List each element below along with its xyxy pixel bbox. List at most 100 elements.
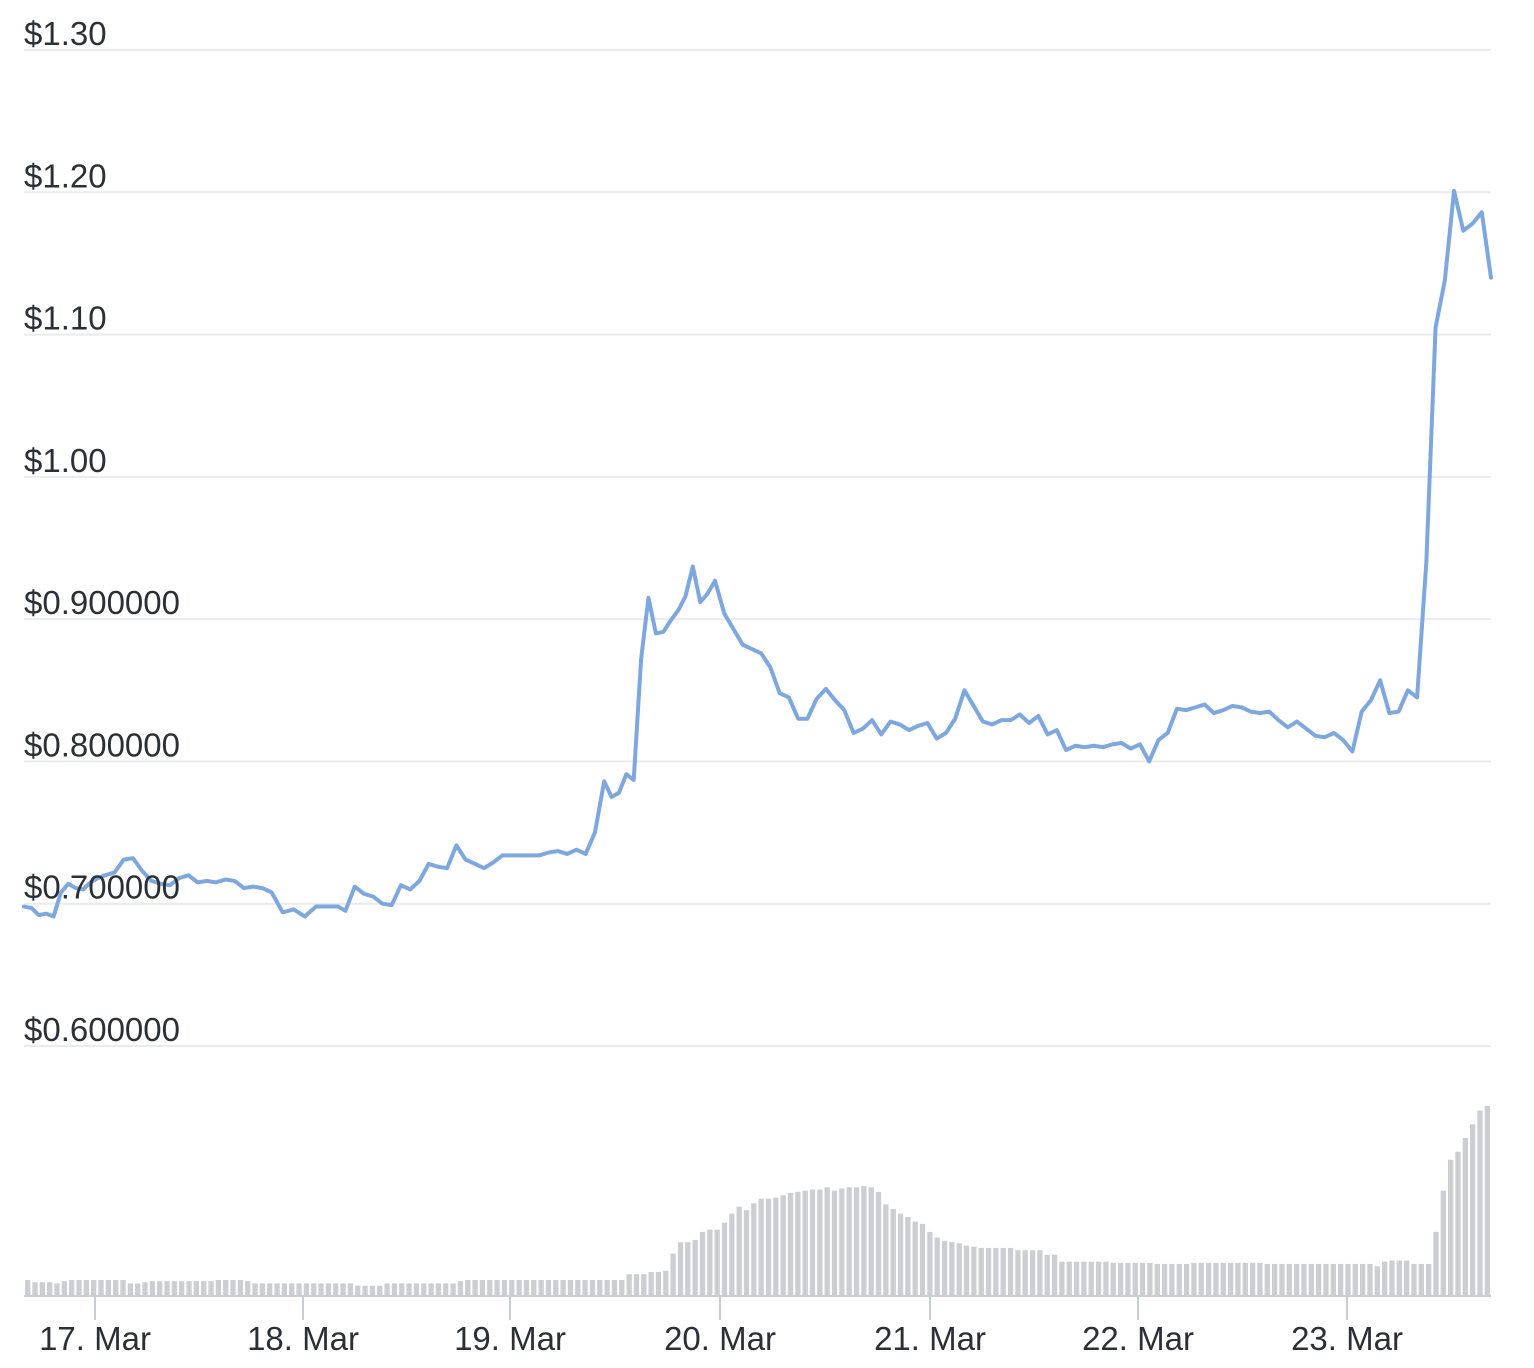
volume-bar — [545, 1279, 552, 1296]
volume-bar — [523, 1279, 530, 1296]
volume-bar — [362, 1285, 368, 1296]
volume-bar — [1029, 1250, 1036, 1296]
volume-bar — [303, 1283, 310, 1296]
y-tick-label: $0.600000 — [24, 1011, 180, 1048]
volume-bar — [626, 1274, 632, 1296]
volume-bar — [1279, 1263, 1285, 1296]
volume-bar — [1183, 1263, 1190, 1296]
volume-bar — [333, 1283, 339, 1296]
volume-bar — [91, 1279, 97, 1296]
volume-bar — [809, 1189, 816, 1296]
volume-bar — [1484, 1106, 1490, 1296]
volume-bar — [369, 1285, 376, 1296]
volume-bar — [1088, 1261, 1094, 1296]
volume-bar — [1125, 1262, 1131, 1296]
volume-bar — [912, 1221, 918, 1296]
volume-bar — [1044, 1254, 1050, 1296]
volume-bar — [993, 1247, 999, 1296]
volume-bar — [47, 1282, 53, 1296]
volume-bar — [267, 1283, 273, 1296]
volume-bar — [1286, 1263, 1292, 1296]
volume-bar — [1374, 1266, 1380, 1296]
volume-bar — [589, 1279, 596, 1296]
volume-bar — [1433, 1231, 1439, 1296]
volume-bar — [1330, 1263, 1336, 1296]
volume-bar — [1117, 1262, 1124, 1296]
volume-bar — [1323, 1263, 1329, 1296]
volume-bar — [406, 1283, 412, 1296]
volume-bar — [538, 1279, 544, 1296]
volume-bar — [670, 1253, 676, 1296]
y-tick-label: $0.800000 — [24, 726, 180, 763]
volume-bar — [1396, 1260, 1402, 1296]
volume-bar — [83, 1279, 89, 1296]
volume-bar — [208, 1281, 214, 1296]
volume-bar — [1293, 1263, 1300, 1296]
volume-bar — [1264, 1263, 1270, 1296]
volume-bar — [1257, 1262, 1263, 1296]
volume-bar — [758, 1198, 764, 1296]
volume-bar — [1154, 1263, 1160, 1296]
volume-bar — [1315, 1263, 1322, 1296]
volume-bar — [663, 1270, 669, 1296]
volume-bar — [1367, 1263, 1373, 1296]
y-tick-label: $0.700000 — [24, 869, 180, 906]
volume-bars — [25, 1106, 1490, 1296]
volume-bar — [1411, 1263, 1417, 1296]
volume-bar — [1191, 1262, 1197, 1296]
volume-bar — [707, 1229, 713, 1296]
volume-bar — [296, 1283, 302, 1296]
volume-bar — [252, 1283, 258, 1296]
volume-bar — [186, 1281, 192, 1296]
volume-bar — [677, 1242, 684, 1296]
volume-bar — [1235, 1262, 1241, 1296]
volume-bar — [1095, 1261, 1102, 1296]
volume-bar — [604, 1279, 610, 1296]
volume-bar — [289, 1283, 295, 1296]
volume-bar — [1470, 1124, 1476, 1296]
volume-bar — [1081, 1261, 1087, 1296]
volume-bar — [413, 1283, 420, 1296]
volume-bar — [76, 1279, 82, 1296]
volume-bar — [1249, 1262, 1256, 1296]
volume-bar — [105, 1279, 111, 1296]
volume-bar — [127, 1283, 133, 1296]
volume-bar — [1426, 1263, 1432, 1296]
volume-bar — [1103, 1261, 1109, 1296]
x-axis — [24, 1295, 1491, 1320]
volume-bar — [1007, 1247, 1014, 1296]
volume-bar — [193, 1281, 200, 1296]
volume-bar — [1308, 1263, 1314, 1296]
volume-bar — [824, 1187, 830, 1296]
volume-bar — [39, 1282, 45, 1296]
volume-bar — [817, 1189, 823, 1296]
volume-bar — [274, 1283, 280, 1296]
volume-bar — [692, 1239, 698, 1296]
volume-bar — [215, 1279, 222, 1296]
volume-bar — [355, 1285, 361, 1296]
volume-bar — [237, 1279, 244, 1296]
volume-bar — [1418, 1263, 1424, 1296]
x-tick-label: 19. Mar — [454, 1320, 566, 1357]
volume-bar — [142, 1282, 148, 1296]
volume-bar — [135, 1283, 141, 1296]
y-axis-ticks: $0.600000 $0.700000 $0.800000 $0.900000 … — [24, 15, 180, 1048]
volume-bar — [919, 1223, 926, 1296]
volume-bar — [1352, 1263, 1358, 1296]
volume-bar — [179, 1281, 185, 1296]
volume-bar — [435, 1283, 442, 1296]
volume-bar — [465, 1279, 471, 1296]
volume-bar — [868, 1187, 874, 1296]
volume-bar — [743, 1210, 750, 1296]
volume-bar — [985, 1247, 992, 1296]
volume-bar — [69, 1279, 75, 1296]
volume-bar — [494, 1279, 500, 1296]
volume-bar — [1073, 1261, 1080, 1296]
volume-bar — [1110, 1262, 1116, 1296]
volume-bar — [1440, 1190, 1446, 1296]
volume-bar — [553, 1279, 559, 1296]
volume-bar — [450, 1283, 456, 1296]
volume-bar — [325, 1283, 332, 1296]
volume-bar — [443, 1283, 449, 1296]
